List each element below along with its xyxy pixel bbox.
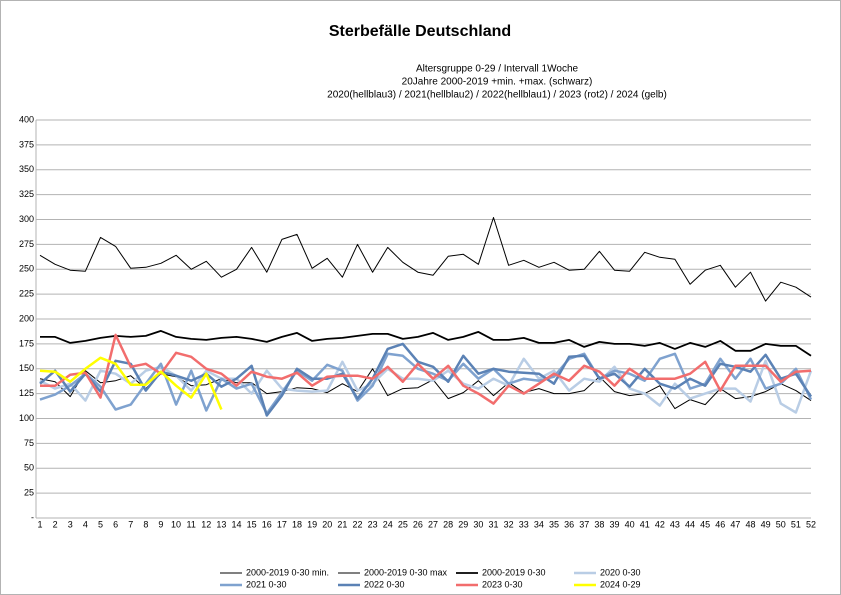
x-tick-label: 46	[715, 519, 725, 529]
y-tick-label: 75	[24, 438, 34, 448]
x-tick-label: 10	[171, 519, 181, 529]
x-tick-label: 27	[428, 519, 438, 529]
x-tick-label: 6	[113, 519, 118, 529]
x-tick-label: 48	[746, 519, 756, 529]
y-tick-label: 100	[19, 413, 34, 423]
x-tick-label: 33	[519, 519, 529, 529]
y-tick-label: 125	[19, 388, 34, 398]
x-tick-label: 40	[625, 519, 635, 529]
x-tick-label: 2	[53, 519, 58, 529]
x-tick-label: 8	[143, 519, 148, 529]
x-tick-label: 21	[337, 519, 347, 529]
y-tick-label: 275	[19, 239, 34, 249]
x-tick-label: 44	[685, 519, 695, 529]
x-tick-label: 19	[307, 519, 317, 529]
x-tick-label: 22	[352, 519, 362, 529]
x-tick-label: 20	[322, 519, 332, 529]
x-tick-label: 50	[776, 519, 786, 529]
legend-label: 2000-2019 0-30 min.	[246, 567, 329, 577]
x-tick-label: 45	[700, 519, 710, 529]
legend-label: 2021 0-30	[246, 579, 287, 589]
x-tick-label: 36	[564, 519, 574, 529]
x-tick-label: 35	[549, 519, 559, 529]
series-line	[40, 333, 812, 405]
x-tick-label: 24	[383, 519, 393, 529]
series-line	[39, 356, 223, 410]
x-tick-label: 51	[791, 519, 801, 529]
y-tick-label: 325	[19, 189, 34, 199]
x-tick-label: 18	[292, 519, 302, 529]
x-tick-label: 5	[98, 519, 103, 529]
y-tick-label: 50	[24, 463, 34, 473]
y-tick-label: 225	[19, 289, 34, 299]
series-line	[40, 330, 812, 357]
subtitle: 20Jahre 2000-2019 +min. +max. (schwarz)	[402, 77, 593, 88]
x-tick-label: 29	[458, 519, 468, 529]
series-line	[39, 368, 812, 410]
x-tick-label: 12	[201, 519, 211, 529]
x-tick-label: 38	[594, 519, 604, 529]
x-tick-label: 17	[277, 519, 287, 529]
x-tick-label: 3	[68, 519, 73, 529]
subtitle: Altersgruppe 0-29 / Intervall 1Woche	[416, 64, 579, 75]
x-tick-label: 14	[232, 519, 242, 529]
y-tick-label: 250	[19, 264, 34, 274]
x-tick-label: 49	[761, 519, 771, 529]
legend-label: 2020 0-30	[600, 567, 641, 577]
x-tick-label: 43	[670, 519, 680, 529]
x-tick-label: 28	[443, 519, 453, 529]
y-tick-label: 200	[19, 313, 34, 323]
x-tick-label: 15	[247, 519, 257, 529]
subtitle: 2020(hellblau3) / 2021(hellblau2) / 2022…	[327, 90, 667, 101]
x-tick-label: 30	[473, 519, 483, 529]
x-tick-label: 34	[534, 519, 544, 529]
x-tick-label: 9	[158, 519, 163, 529]
legend-label: 2024 0-29	[600, 579, 641, 589]
legend-label: 2000-2019 0-30	[482, 567, 546, 577]
x-tick-label: 41	[640, 519, 650, 529]
x-tick-label: 23	[368, 519, 378, 529]
x-tick-label: 4	[83, 519, 88, 529]
x-tick-label: 39	[609, 519, 619, 529]
x-tick-label: 31	[489, 519, 499, 529]
x-tick-label: 7	[128, 519, 133, 529]
series-line	[39, 342, 813, 417]
y-tick-label: -	[31, 512, 34, 522]
chart-title: Sterbefälle Deutschland	[329, 23, 511, 40]
x-tick-label: 25	[398, 519, 408, 529]
y-tick-label: 300	[19, 214, 34, 224]
y-tick-label: 400	[19, 114, 34, 124]
legend-label: 2023 0-30	[482, 579, 523, 589]
x-tick-label: 47	[730, 519, 740, 529]
x-tick-label: 37	[579, 519, 589, 529]
x-tick-label: 32	[504, 519, 514, 529]
y-tick-label: 25	[24, 488, 34, 498]
x-tick-label: 52	[806, 519, 816, 529]
y-tick-label: 350	[19, 164, 34, 174]
x-tick-label: 42	[655, 519, 665, 529]
legend-label: 2000-2019 0-30 max	[364, 567, 448, 577]
series-line	[39, 357, 813, 414]
series-line	[39, 217, 812, 302]
x-tick-label: 11	[187, 519, 196, 529]
y-tick-label: 375	[19, 139, 34, 149]
x-tick-label: 1	[37, 519, 42, 529]
y-tick-label: 175	[19, 338, 34, 348]
legend-label: 2022 0-30	[364, 579, 405, 589]
x-tick-label: 13	[216, 519, 226, 529]
x-tick-label: 26	[413, 519, 423, 529]
x-tick-label: 16	[262, 519, 272, 529]
y-tick-label: 150	[19, 363, 34, 373]
